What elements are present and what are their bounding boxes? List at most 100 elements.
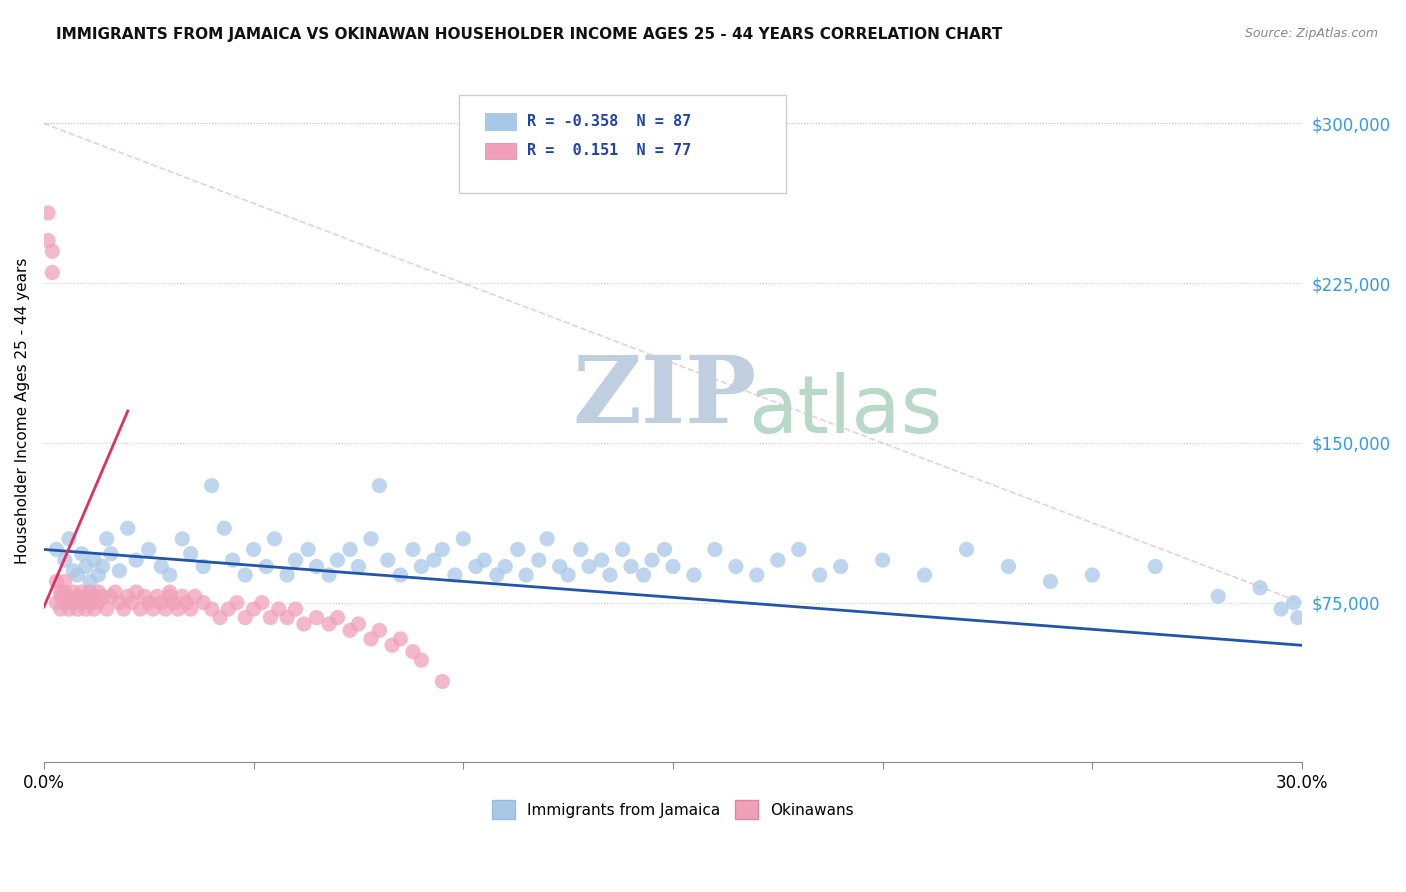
Point — [117, 590, 139, 604]
Point — [45, 574, 67, 589]
Point — [62, 596, 84, 610]
Point — [221, 553, 243, 567]
Point — [1270, 602, 1292, 616]
Point — [1282, 596, 1305, 610]
Point — [41, 266, 63, 280]
Point — [318, 568, 340, 582]
Point — [155, 602, 177, 616]
Point — [402, 542, 425, 557]
Point — [914, 568, 936, 582]
Point — [138, 542, 160, 557]
Point — [360, 632, 382, 646]
Point — [464, 559, 486, 574]
Point — [368, 624, 391, 638]
Point — [515, 568, 537, 582]
Point — [91, 590, 114, 604]
Point — [172, 590, 194, 604]
Point — [578, 559, 600, 574]
Point — [872, 553, 894, 567]
Point — [284, 602, 307, 616]
Point — [377, 553, 399, 567]
Point — [146, 590, 169, 604]
Point — [506, 542, 529, 557]
Point — [176, 596, 198, 610]
Point — [599, 568, 621, 582]
Point — [411, 559, 433, 574]
Point — [70, 585, 93, 599]
Point — [267, 602, 290, 616]
Point — [45, 542, 67, 557]
Point — [66, 568, 89, 582]
Point — [180, 547, 202, 561]
Point — [254, 559, 277, 574]
Point — [305, 559, 328, 574]
Point — [1039, 574, 1062, 589]
Point — [180, 602, 202, 616]
Point — [83, 590, 105, 604]
Point — [104, 585, 127, 599]
Point — [591, 553, 613, 567]
Point — [87, 596, 110, 610]
Point — [53, 596, 76, 610]
Point — [125, 585, 148, 599]
Point — [112, 602, 135, 616]
Point — [485, 568, 508, 582]
Point — [193, 559, 215, 574]
Point — [451, 532, 474, 546]
Point — [662, 559, 685, 574]
Point — [41, 244, 63, 259]
Point — [326, 553, 349, 567]
Point — [70, 547, 93, 561]
Point — [402, 645, 425, 659]
Point — [100, 547, 122, 561]
Point — [339, 542, 361, 557]
Point — [58, 532, 80, 546]
Point — [79, 585, 101, 599]
Point — [276, 610, 298, 624]
Point — [472, 553, 495, 567]
Point — [259, 610, 281, 624]
Point — [96, 532, 118, 546]
Point — [703, 542, 725, 557]
Point — [201, 602, 224, 616]
Point — [201, 478, 224, 492]
Point — [121, 596, 143, 610]
Point — [263, 532, 285, 546]
Point — [494, 559, 516, 574]
Point — [83, 553, 105, 567]
Point — [830, 559, 852, 574]
Point — [1249, 581, 1271, 595]
Point — [347, 617, 370, 632]
Point — [326, 610, 349, 624]
Point — [766, 553, 789, 567]
Point — [225, 596, 247, 610]
Text: ZIP: ZIP — [572, 352, 756, 442]
Point — [75, 602, 97, 616]
Point — [75, 590, 97, 604]
Point — [66, 590, 89, 604]
Point — [184, 590, 207, 604]
Point — [159, 590, 181, 604]
Point — [150, 596, 173, 610]
Legend: Immigrants from Jamaica, Okinawans: Immigrants from Jamaica, Okinawans — [485, 794, 860, 825]
Point — [75, 559, 97, 574]
Point — [724, 559, 747, 574]
Point — [787, 542, 810, 557]
Point — [193, 596, 215, 610]
Point — [360, 532, 382, 546]
Point — [58, 590, 80, 604]
Point — [389, 568, 412, 582]
Point — [389, 632, 412, 646]
Point — [641, 553, 664, 567]
Point — [37, 206, 59, 220]
Point — [138, 596, 160, 610]
Point — [808, 568, 831, 582]
Point — [108, 596, 131, 610]
Point — [339, 624, 361, 638]
Point — [134, 590, 156, 604]
Point — [1081, 568, 1104, 582]
Text: Source: ZipAtlas.com: Source: ZipAtlas.com — [1244, 27, 1378, 40]
Point — [612, 542, 634, 557]
Point — [292, 617, 315, 632]
Point — [91, 559, 114, 574]
